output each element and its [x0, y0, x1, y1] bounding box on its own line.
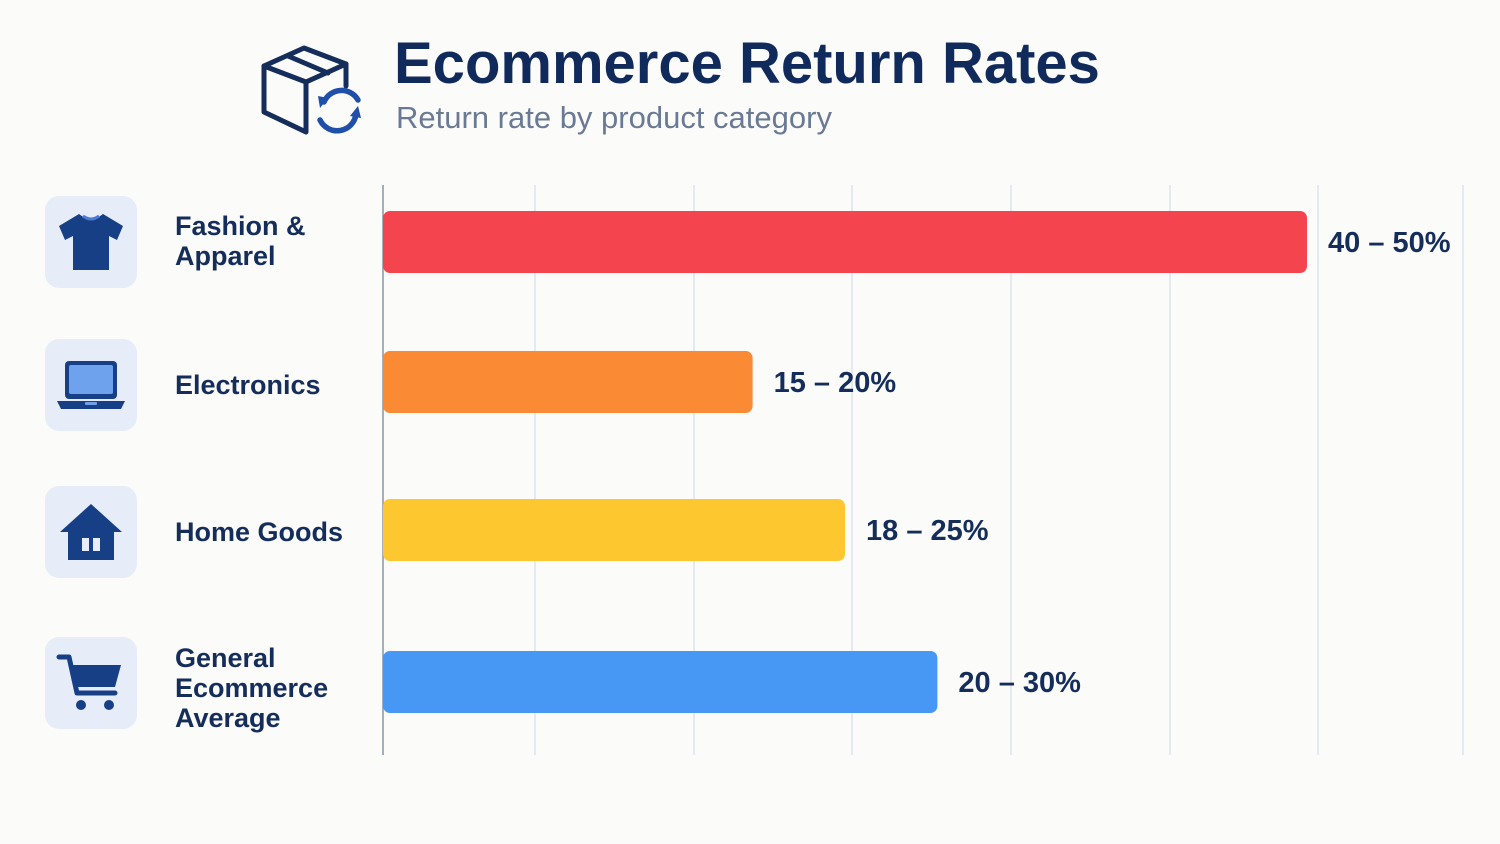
- bar-value-label: 40 – 50%: [1328, 227, 1451, 259]
- box-return-icon: [261, 45, 361, 135]
- bar-value-label: 15 – 20%: [774, 367, 897, 399]
- chart-title: Ecommerce Return Rates: [394, 31, 1100, 96]
- bar-value-label: 20 – 30%: [958, 667, 1081, 699]
- bar-3: [383, 499, 845, 561]
- electronics-icon-tile: [45, 339, 137, 431]
- tshirt-icon: [59, 214, 123, 270]
- home-goods-icon-tile: [45, 486, 137, 578]
- general-icon-tile: [45, 637, 137, 729]
- bar-1: [383, 211, 1307, 273]
- category-label-fashion: Fashion & Apparel: [175, 211, 306, 271]
- bar-4: [383, 651, 938, 713]
- category-label-home-goods: Home Goods: [175, 517, 344, 547]
- bar-value-label: 18 – 25%: [866, 515, 989, 547]
- house-icon: [60, 504, 122, 560]
- category-label-general: General Ecommerce Average: [175, 643, 329, 733]
- category-label-electronics: Electronics: [175, 370, 321, 400]
- laptop-icon: [57, 361, 125, 409]
- chart-subtitle: Return rate by product category: [396, 100, 832, 135]
- fashion-icon-tile: [45, 196, 137, 288]
- shopping-cart-icon: [56, 654, 121, 710]
- bar-2: [383, 351, 753, 413]
